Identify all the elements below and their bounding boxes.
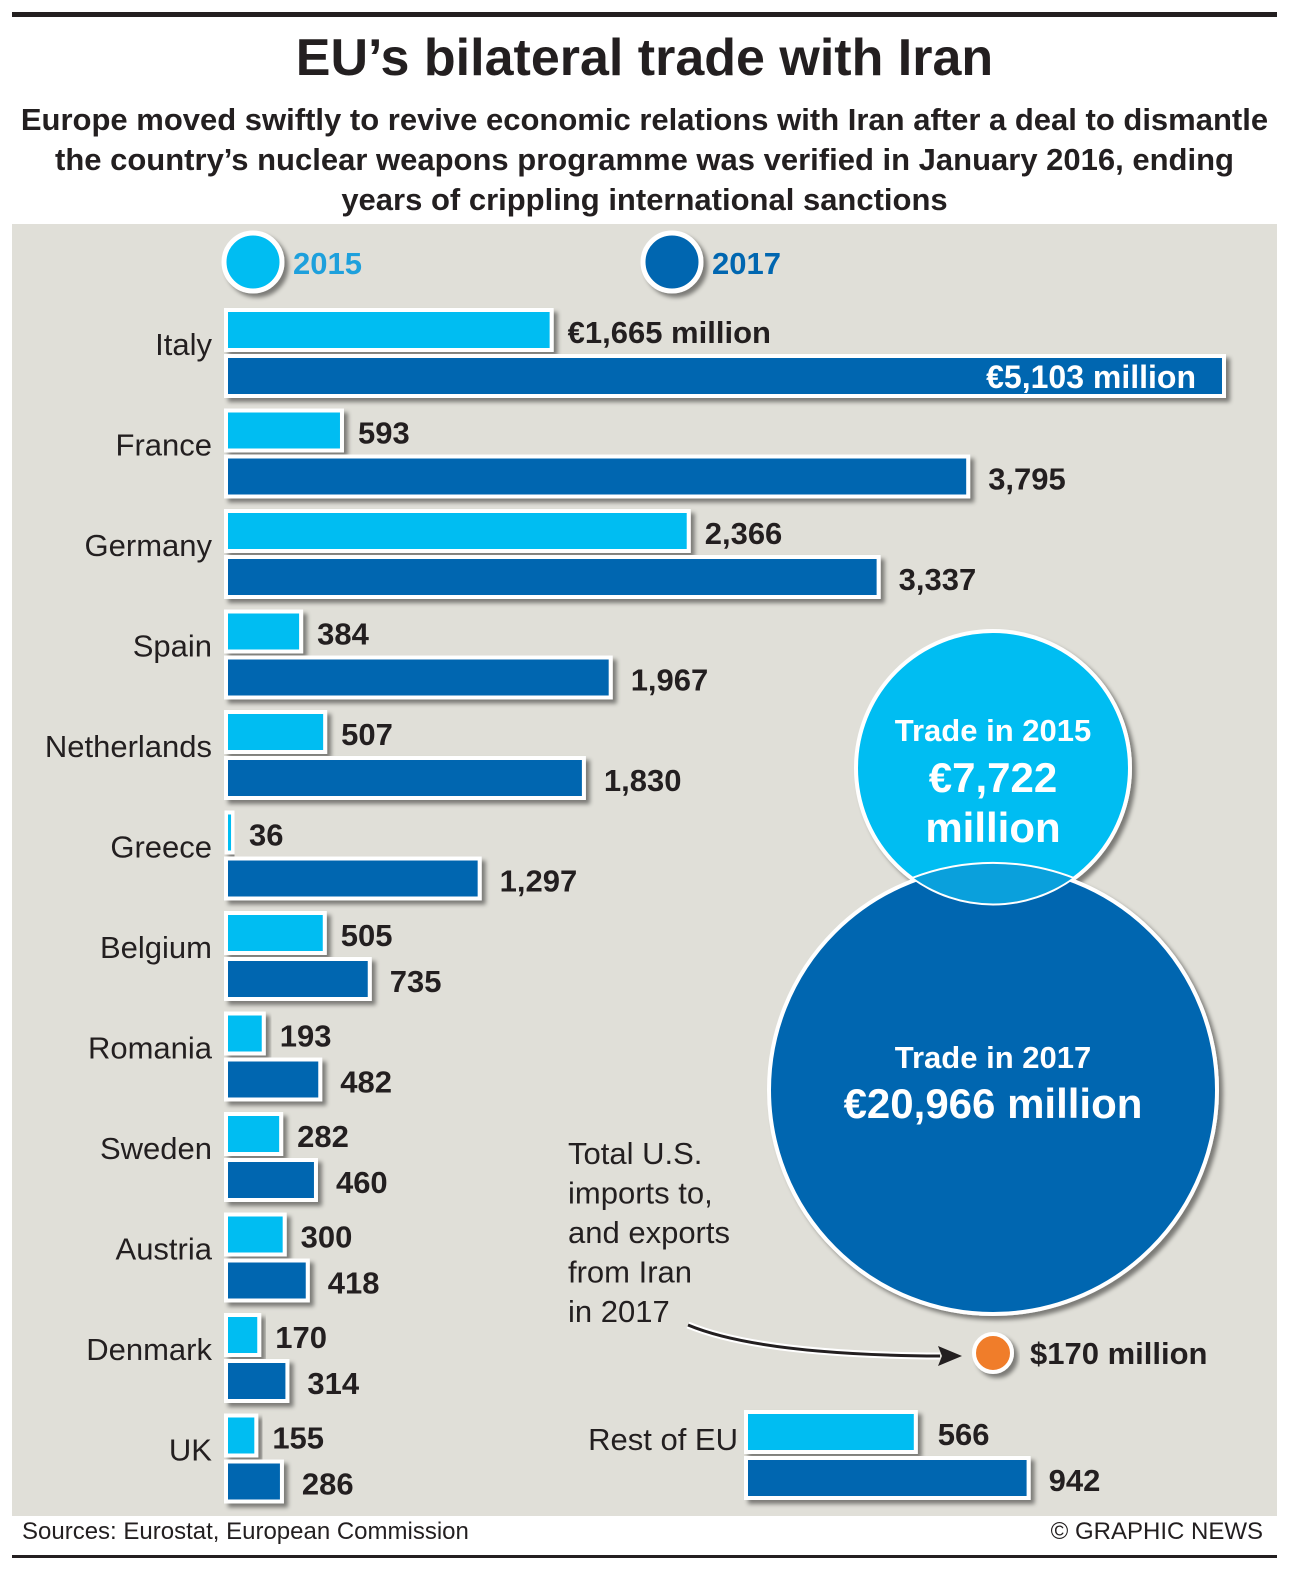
data-label: 282 [297,1119,349,1154]
data-label: 1,830 [604,763,682,798]
data-label: 1,297 [500,864,578,899]
category-label: Greece [110,830,212,865]
category-label: UK [169,1433,212,1468]
bar-2017 [224,354,1226,398]
total-2017-title: Trade in 2017 [895,1040,1091,1075]
data-label: 36 [249,818,283,853]
legend-label-2015: 2015 [293,246,362,281]
bar-2015 [224,710,328,754]
data-label: 507 [341,717,393,752]
bar-2017 [224,1359,290,1403]
category-label: Italy [155,327,212,362]
top-rule [12,12,1277,17]
legend-swatch-2017 [640,230,704,294]
bar-2017 [224,1459,284,1504]
bar-2015 [224,308,554,352]
chart-subtitle: Europe moved swiftly to revive economic … [20,102,1269,217]
bar-2017 [224,957,372,1001]
bar-2017 [224,454,971,499]
data-label: 418 [328,1266,380,1301]
bar-2015 [224,408,344,453]
bar-2015 [224,1112,284,1156]
total-2017-value: €20,966 million [844,1080,1143,1127]
data-label: 1,967 [631,663,709,698]
bar-2015 [224,1313,262,1357]
data-label: 460 [336,1165,388,1200]
bottom-rule [12,1555,1277,1558]
bar-2017 [224,655,613,700]
data-label: 566 [938,1417,990,1452]
total-2015-title: Trade in 2015 [895,713,1091,748]
data-label: 942 [1049,1463,1101,1498]
us-note-line: from Iran [568,1255,692,1290]
data-label: 155 [272,1421,324,1456]
total-2015-value: €7,722 [929,754,1057,801]
circle-overlap [909,861,1077,906]
arrow-head-icon [938,1346,962,1366]
category-label: Rest of EU [588,1422,738,1457]
category-label: Sweden [100,1131,212,1166]
data-label: €5,103 million [986,359,1196,395]
data-label: €1,665 million [568,315,771,350]
category-label: Austria [116,1232,213,1267]
data-label: 2,366 [705,516,783,551]
bar-2015 [224,810,236,855]
data-label: 3,337 [899,562,977,597]
data-label: 505 [341,918,393,953]
category-label: France [116,428,212,463]
bar-2015 [224,509,691,553]
data-label: 193 [280,1019,332,1054]
bar-2017 [224,1158,318,1202]
us-trade-dot [972,1332,1014,1374]
data-label: 286 [302,1467,354,1502]
bar-2017 [224,856,482,901]
bar-2015 [224,609,304,654]
data-label: 170 [275,1320,327,1355]
category-label: Germany [85,528,213,563]
legend-label-2017: 2017 [712,246,781,281]
credit: © GRAPHIC NEWS [1050,1518,1263,1545]
category-label: Spain [133,629,212,664]
bar-2017 [224,555,881,599]
category-label: Denmark [86,1332,212,1367]
data-label: 384 [317,617,369,652]
bar-2017 [224,1258,310,1303]
total-2015-unit: million [925,804,1060,851]
legend-swatch-2015 [221,230,285,294]
data-label: 482 [340,1065,392,1100]
data-label: 3,795 [988,462,1066,497]
bar-2017 [224,756,586,800]
bar-2015 [224,1413,259,1458]
data-label: 735 [390,964,442,999]
bar-2015 [224,1212,287,1257]
category-label: Belgium [100,930,212,965]
arrow-line [687,1323,941,1358]
us-note-line: and exports [568,1215,730,1250]
bar-2015 [224,1011,266,1056]
us-trade-value: $170 million [1030,1336,1207,1371]
us-note-line: in 2017 [568,1294,670,1329]
category-label: Netherlands [45,729,212,764]
data-label: 314 [307,1366,359,1401]
us-note-line: Total U.S. [568,1136,702,1171]
chart-title: EU’s bilateral trade with Iran [295,29,994,87]
data-label: 300 [301,1220,353,1255]
category-label: Romania [88,1031,213,1066]
data-label: 593 [358,416,410,451]
us-note-line: imports to, [568,1176,713,1211]
bar-rest-of-eu-2015 [744,1410,918,1454]
bar-2017 [224,1057,323,1102]
source-note: Sources: Eurostat, European Commission [22,1518,469,1545]
bar-2015 [224,911,327,955]
bar-rest-of-eu-2017 [744,1456,1031,1500]
